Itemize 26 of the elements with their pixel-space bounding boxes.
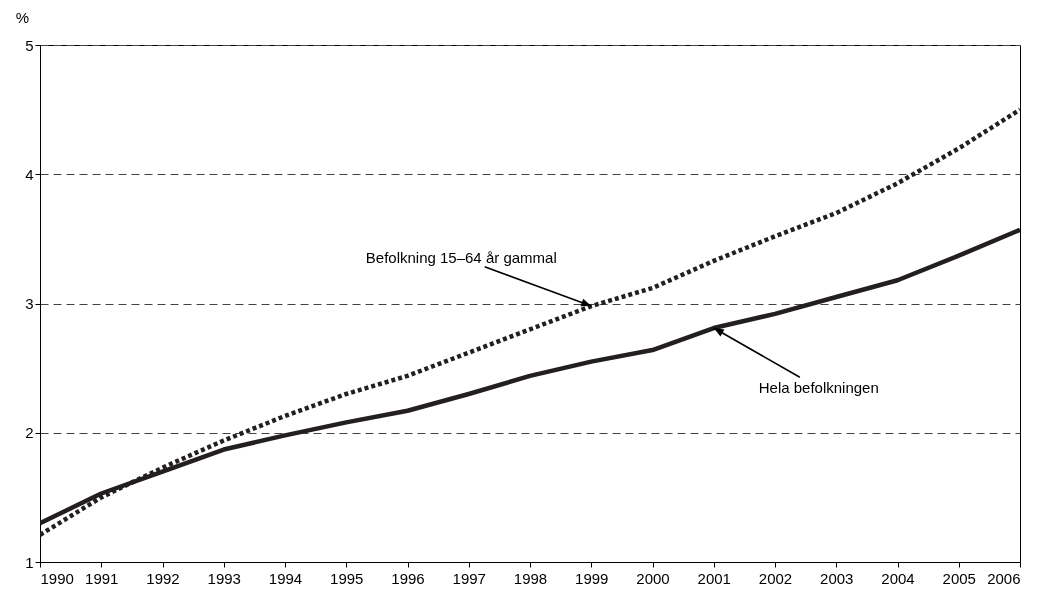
y-tick-label: 5	[25, 36, 34, 54]
y-tick-label: 4	[25, 165, 34, 183]
y-tick-label: 2	[25, 424, 34, 442]
line-series	[40, 107, 1020, 538]
x-tick-label: 1992	[146, 569, 180, 587]
x-tick-label: 1999	[575, 569, 609, 587]
annotation: Hela befolkningen	[758, 379, 879, 397]
x-tick-label: 1993	[207, 569, 241, 587]
x-tick-label: 2000	[636, 569, 670, 587]
x-tick-label: 1998	[513, 569, 548, 587]
x-tick-label: 2001	[697, 569, 731, 587]
x-tick-label: 2005	[942, 569, 976, 587]
x-tick-label: 1995	[330, 569, 364, 587]
x-tick-label: 1990	[40, 569, 74, 587]
y-tick-label: 1	[25, 553, 34, 571]
x-tick-label: 1994	[268, 569, 303, 587]
x-tick-label: 2003	[820, 569, 854, 587]
x-tick-label: 2006	[987, 569, 1021, 587]
x-tick-label: 1997	[452, 569, 486, 587]
x-tick-label: 1991	[85, 569, 119, 587]
x-tick-label: 2002	[758, 569, 793, 587]
x-tick-label: 2004	[881, 569, 915, 587]
annotation: Befolkning 15–64 år gammal	[365, 249, 557, 267]
y-axis-title: %	[15, 8, 30, 26]
y-tick-label: 3	[25, 295, 34, 312]
x-tick-label: 1996	[391, 569, 425, 587]
